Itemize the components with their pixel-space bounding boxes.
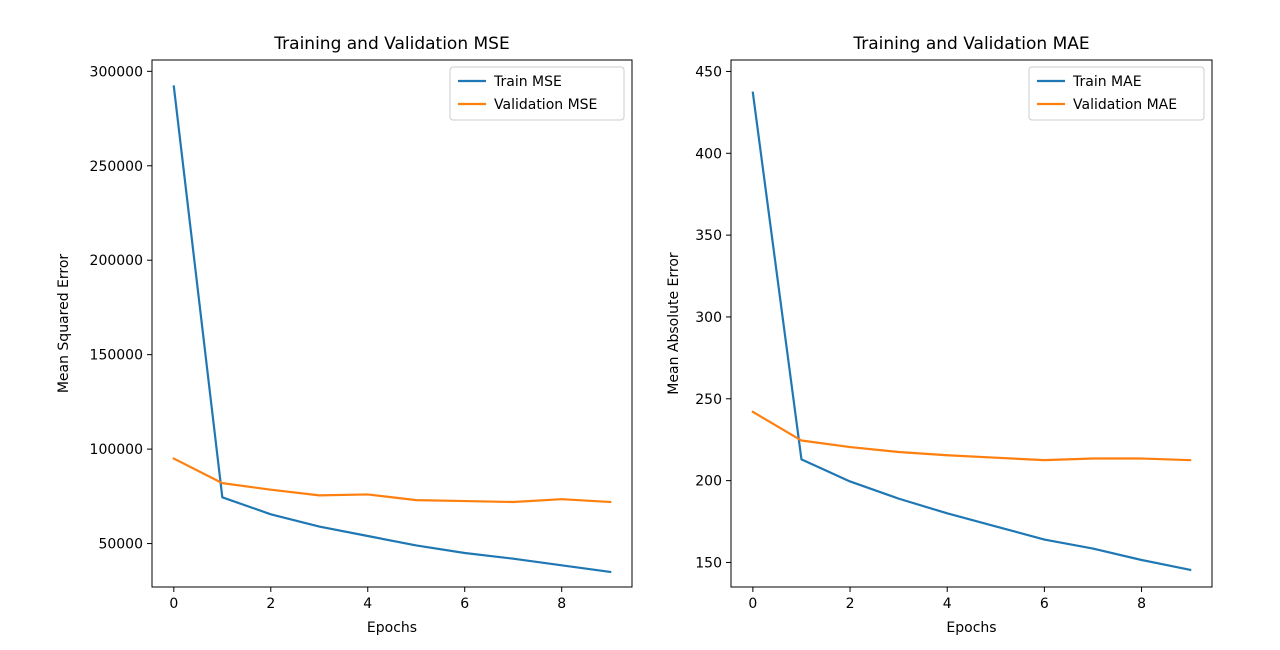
legend-box bbox=[1028, 66, 1205, 121]
plot-frame bbox=[151, 59, 633, 588]
x-tick-label: 6 bbox=[460, 596, 469, 612]
series-line-validation-mse bbox=[172, 457, 612, 504]
y-tick-label: 400 bbox=[695, 146, 722, 162]
y-tick-label: 100000 bbox=[90, 442, 143, 458]
x-tick-label: 8 bbox=[557, 596, 566, 612]
x-axis-label: Epochs bbox=[946, 620, 996, 636]
legend-label: Train MSE bbox=[493, 74, 562, 90]
x-tick-label: 2 bbox=[266, 596, 275, 612]
y-axis-label: Mean Absolute Error bbox=[666, 252, 682, 395]
legend-label: Train MAE bbox=[1072, 74, 1142, 90]
x-tick-label: 0 bbox=[748, 596, 757, 612]
y-tick-label: 300000 bbox=[90, 64, 143, 80]
y-tick-label: 450 bbox=[695, 64, 722, 80]
y-tick-label: 200 bbox=[695, 474, 722, 490]
x-tick-label: 2 bbox=[846, 596, 855, 612]
legend-label: Validation MSE bbox=[494, 97, 597, 113]
mae-chart-panel: Training and Validation MAE 0 2 4 6 8 150 200 25… bbox=[666, 34, 1213, 636]
y-tick-label: 250 bbox=[695, 392, 722, 408]
y-tick-label: 200000 bbox=[90, 253, 143, 269]
x-tick-label: 4 bbox=[943, 596, 952, 612]
legend: Train MSE Validation MSE bbox=[449, 66, 625, 121]
x-tick-label: 8 bbox=[1137, 596, 1146, 612]
legend: Train MAE Validation MAE bbox=[1028, 66, 1205, 121]
y-tick-label: 300 bbox=[695, 310, 722, 326]
mse-chart-panel: Training and Validation MSE 0 2 4 6 8 50000 100… bbox=[56, 34, 633, 636]
legend-box bbox=[449, 66, 625, 121]
series-line-validation-mae bbox=[751, 410, 1192, 462]
x-axis-label: Epochs bbox=[367, 620, 417, 636]
plot-frame bbox=[730, 59, 1213, 588]
y-tick-label: 350 bbox=[695, 228, 722, 244]
y-tick-label: 250000 bbox=[90, 159, 143, 175]
y-tick-label: 50000 bbox=[98, 537, 143, 553]
chart-title: Training and Validation MSE bbox=[273, 34, 509, 54]
legend-label: Validation MAE bbox=[1073, 97, 1177, 113]
x-tick-label: 0 bbox=[169, 596, 178, 612]
y-axis-label: Mean Squared Error bbox=[56, 254, 72, 394]
x-tick-label: 6 bbox=[1040, 596, 1049, 612]
y-tick-label: 150000 bbox=[90, 348, 143, 364]
x-tick-label: 4 bbox=[363, 596, 372, 612]
series-line-train-mae bbox=[751, 91, 1192, 572]
chart-title: Training and Validation MAE bbox=[852, 34, 1089, 54]
y-tick-label: 150 bbox=[695, 555, 722, 571]
series-line-train-mse bbox=[172, 85, 612, 574]
